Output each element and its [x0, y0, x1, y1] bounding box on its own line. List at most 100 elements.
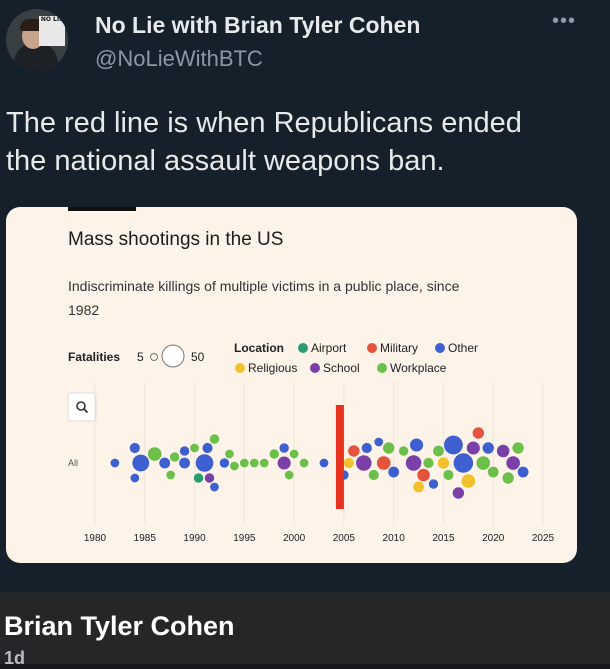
data-point	[511, 441, 525, 455]
data-point	[278, 442, 290, 454]
legend-label-other: Other	[448, 341, 478, 355]
size-legend-min: 5	[137, 350, 144, 364]
data-point	[249, 458, 260, 468]
data-point	[259, 458, 270, 468]
post-text-line2: the national assault weapons ban.	[6, 145, 445, 177]
avatar-logo: NO LIE	[39, 16, 65, 46]
data-point	[347, 444, 361, 458]
legend-swatch-workplace	[377, 363, 387, 373]
data-point	[355, 454, 373, 472]
data-point	[193, 472, 204, 484]
chart-svg: Mass shootings in the US Indiscriminate …	[67, 229, 555, 544]
author-handle[interactable]: @NoLieWithBTC	[95, 46, 263, 71]
data-point	[169, 451, 180, 463]
size-legend-max: 50	[191, 350, 205, 364]
data-point	[319, 458, 329, 468]
post-text: The red line is when Republicans ended t…	[6, 104, 596, 180]
x-tick-label: 1995	[233, 533, 256, 544]
tab-indicator	[68, 207, 136, 211]
data-point	[452, 486, 465, 500]
data-point	[129, 442, 141, 454]
color-legend: Airport Military Other Religious School Workp…	[235, 341, 478, 375]
x-tick-label: 2010	[383, 533, 406, 544]
avatar[interactable]: NO LIE	[6, 9, 68, 71]
data-point	[466, 440, 481, 456]
legend-label-airport: Airport	[311, 341, 347, 355]
data-point	[109, 458, 120, 468]
x-tick-label: 1990	[183, 533, 206, 544]
legend-label-workplace: Workplace	[390, 361, 447, 375]
data-point	[209, 433, 220, 445]
post-text-line1: The red line is when Republicans ended	[6, 107, 522, 139]
data-point	[289, 449, 300, 459]
data-point	[412, 480, 425, 493]
post-card: NO LIE No Lie with Brian Tyler Cohen @No…	[0, 0, 610, 592]
author-name[interactable]: No Lie with Brian Tyler Cohen	[95, 12, 421, 38]
x-tick-label: 2015	[432, 533, 455, 544]
legend-swatch-airport	[298, 343, 308, 353]
legend-label-school: School	[323, 361, 360, 375]
color-legend-title: Location	[234, 341, 284, 355]
data-point	[501, 471, 515, 485]
data-point	[382, 441, 395, 455]
data-point	[189, 443, 200, 453]
data-point	[299, 458, 310, 468]
data-point	[131, 453, 150, 473]
data-point	[409, 437, 424, 453]
legend-swatch-military	[367, 343, 377, 353]
display-name[interactable]: Brian Tyler Cohen	[4, 611, 235, 641]
data-point	[373, 437, 384, 447]
data-point	[224, 449, 235, 459]
chart-title: Mass shootings in the US	[68, 229, 283, 250]
profile-footer: Brian Tyler Cohen 1d	[0, 592, 610, 668]
data-point	[416, 468, 431, 482]
data-point	[158, 457, 171, 470]
legend-swatch-religious	[235, 363, 245, 373]
data-point	[209, 482, 220, 492]
data-point	[376, 455, 392, 471]
data-point	[517, 465, 530, 478]
magnifier-icon	[76, 401, 89, 414]
x-tick-label: 2025	[532, 533, 555, 544]
ellipsis-icon[interactable]: •••	[552, 10, 577, 32]
data-point	[268, 448, 280, 460]
chart-image[interactable]: Mass shootings in the US Indiscriminate …	[6, 207, 577, 563]
data-point	[147, 446, 163, 462]
ban-end-marker	[335, 405, 344, 509]
x-tick-label: 2000	[283, 533, 306, 544]
legend-label-religious: Religious	[248, 361, 297, 375]
data-point	[284, 470, 295, 480]
size-legend-small-circle	[150, 353, 158, 361]
data-point	[422, 457, 435, 469]
data-points	[109, 426, 530, 500]
data-point	[505, 455, 521, 471]
data-point	[460, 473, 476, 489]
data-point	[368, 469, 380, 481]
data-point	[239, 458, 250, 468]
data-point	[229, 461, 240, 471]
data-point	[437, 456, 450, 470]
data-point	[343, 457, 355, 469]
data-point	[443, 435, 464, 455]
data-point	[179, 445, 190, 457]
data-point	[487, 465, 500, 478]
data-point	[201, 442, 214, 454]
data-point	[428, 478, 439, 490]
data-point	[204, 472, 215, 484]
search-button[interactable]	[67, 392, 97, 422]
timestamp: 1d	[4, 648, 26, 668]
chart-subtitle-line1: Indiscriminate killings of multiple vict…	[68, 278, 460, 294]
legend-swatch-school	[310, 363, 320, 373]
x-tick-label: 1985	[134, 533, 157, 544]
data-point	[387, 465, 400, 478]
data-point	[178, 457, 191, 470]
x-axis: 1980 1985 1990 1995 2000 2005 2010 2015 2020 2025	[84, 533, 555, 544]
data-point	[496, 444, 511, 458]
data-point	[432, 445, 445, 458]
data-point	[195, 453, 214, 473]
size-legend-label: Fatalities	[68, 350, 120, 364]
data-point	[361, 442, 373, 454]
data-point	[405, 454, 422, 472]
data-point	[277, 455, 292, 471]
chart-subtitle-line2: 1982	[68, 302, 99, 318]
